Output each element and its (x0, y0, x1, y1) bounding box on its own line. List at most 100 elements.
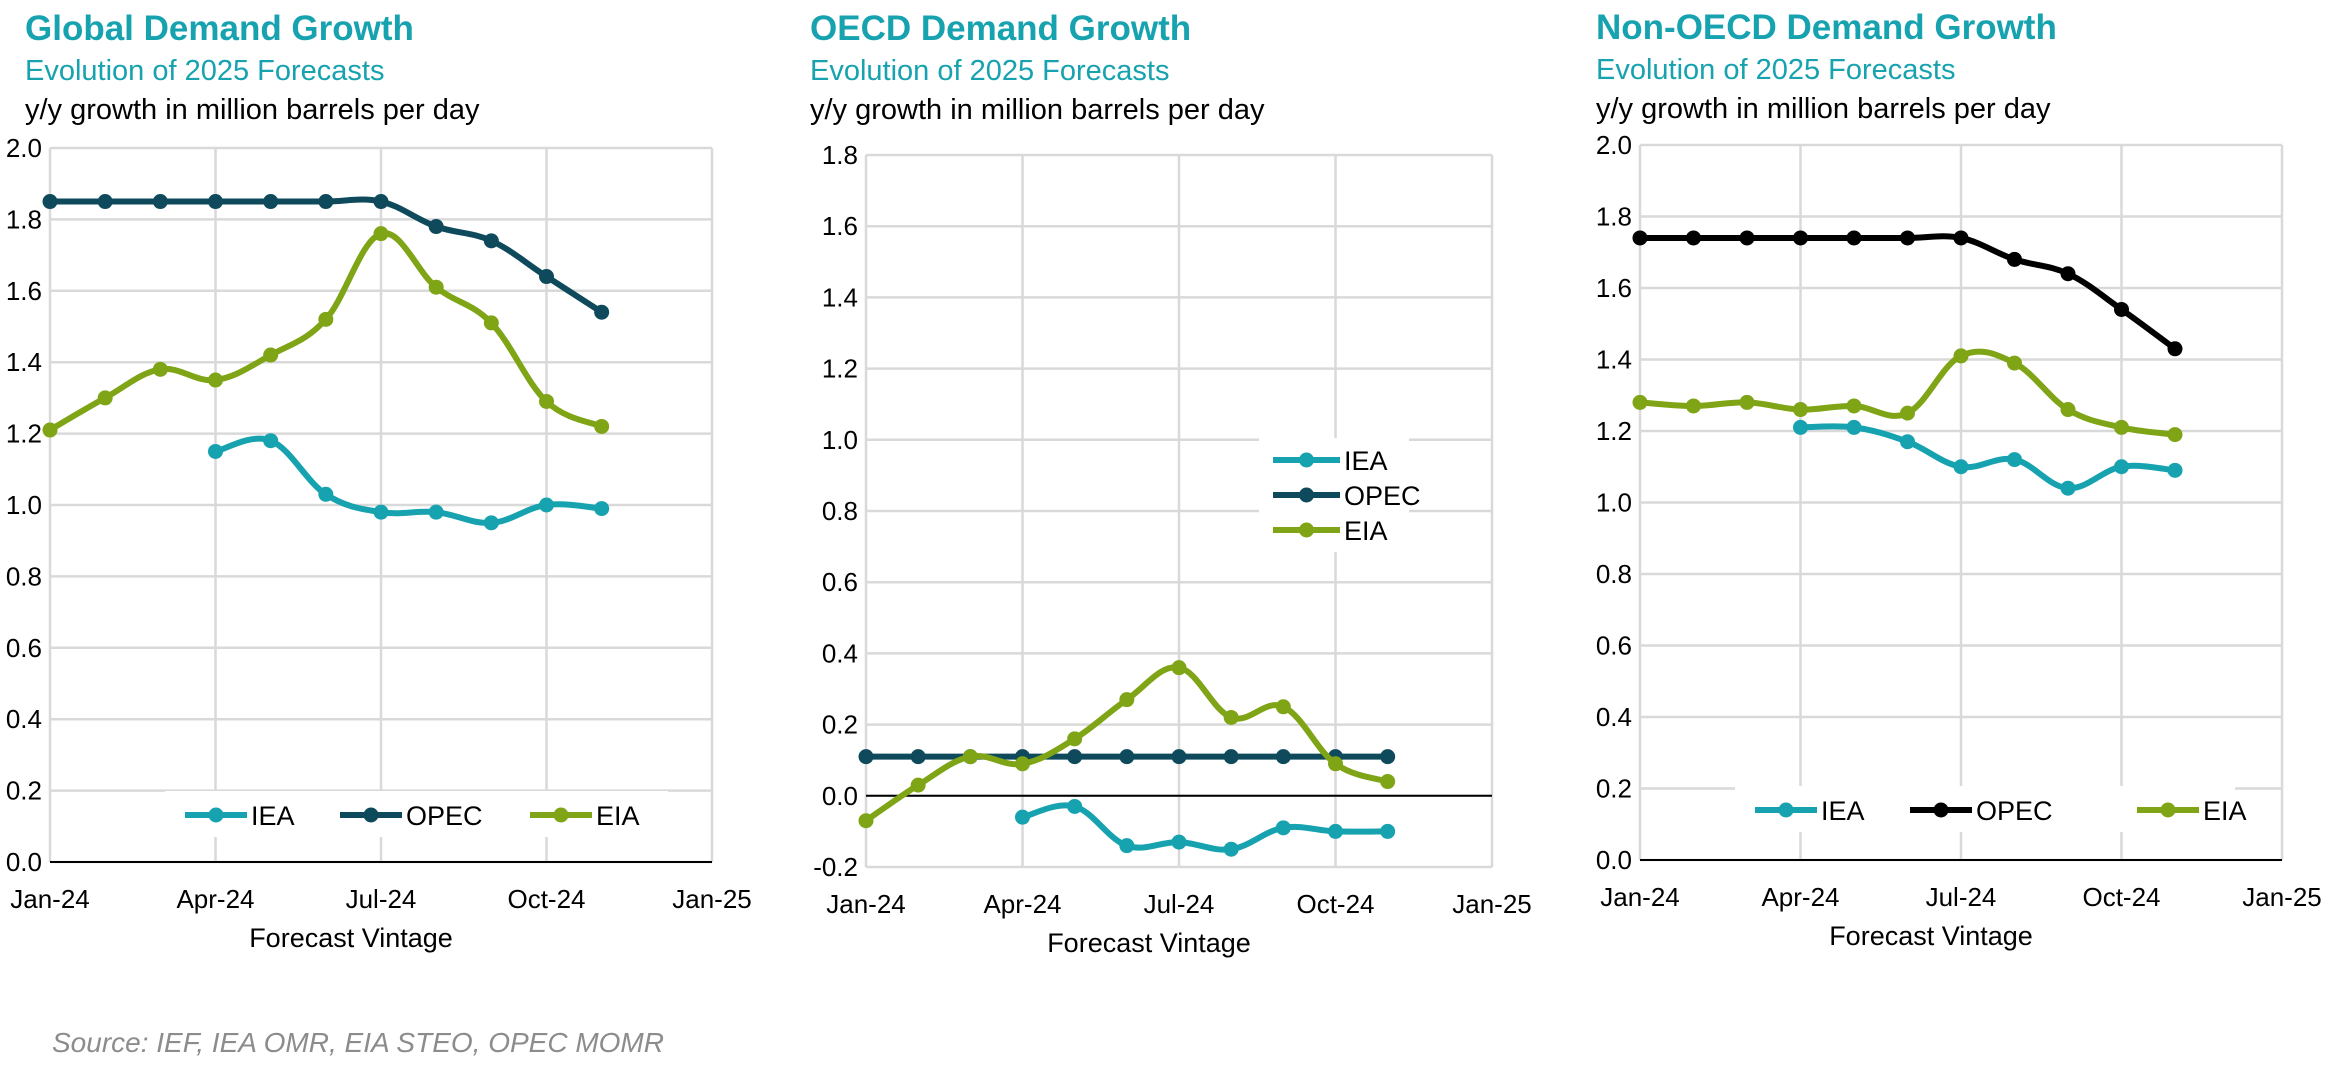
legend-marker (363, 807, 379, 823)
y-tick-label: 1.8 (1596, 202, 1632, 232)
data-point-eia (1739, 394, 1755, 410)
series-opec (858, 749, 1396, 765)
legend-eia: EIA (1273, 516, 1388, 546)
data-point-opec (2167, 341, 2183, 357)
data-point-iea (1953, 459, 1969, 475)
x-tick-label: Jul-24 (346, 884, 417, 914)
legend-label: IEA (1344, 446, 1388, 476)
x-axis-label: Forecast Vintage (1829, 921, 2033, 951)
data-point-iea (2007, 452, 2022, 468)
data-point-opec (152, 194, 168, 210)
data-point-eia (373, 226, 389, 242)
data-point-eia (1900, 405, 1915, 421)
data-point-iea (1223, 841, 1239, 857)
data-point-eia (1793, 402, 1808, 418)
data-point-opec (594, 304, 610, 320)
y-tick-label: 0.2 (822, 710, 858, 740)
data-point-eia (318, 311, 334, 327)
x-tick-label: Apr-24 (1761, 882, 1839, 912)
data-point-opec (910, 749, 926, 765)
y-tick-label: 0.4 (822, 638, 858, 668)
data-point-iea (373, 504, 389, 520)
data-point-opec (97, 194, 113, 210)
series-line-eia (863, 664, 1391, 824)
data-point-opec (1953, 230, 1969, 246)
y-tick-label: 0.8 (822, 496, 858, 526)
data-point-eia (1119, 692, 1135, 708)
data-point-eia (1632, 394, 1648, 410)
y-tick-label: 1.4 (1596, 345, 1632, 375)
y-tick-label: 0.2 (6, 776, 42, 806)
data-point-iea (539, 497, 554, 513)
y-tick-label: 0.6 (6, 633, 42, 663)
data-point-eia (2167, 427, 2183, 443)
series-iea (208, 433, 610, 531)
data-point-opec (208, 194, 223, 210)
x-tick-label: Oct-24 (507, 884, 585, 914)
data-point-opec (263, 194, 279, 210)
x-tick-label: Jan-25 (1452, 889, 1532, 919)
legend-label: EIA (1344, 516, 1388, 546)
data-point-opec (373, 194, 389, 210)
data-point-opec (1900, 230, 1915, 246)
data-point-eia (1328, 756, 1343, 772)
source-note: Source: IEF, IEA OMR, EIA STEO, OPEC MOM… (52, 1027, 664, 1058)
x-tick-label: Jan-24 (1600, 882, 1680, 912)
data-point-eia (2060, 402, 2076, 418)
data-point-iea (1900, 434, 1915, 450)
chart-panel-3: Non-OECD Demand Growth Evolution of 2025 … (1596, 8, 2322, 951)
data-point-eia (2007, 355, 2022, 371)
data-point-opec (1119, 749, 1135, 765)
data-point-eia (2114, 419, 2129, 435)
legend-label: OPEC (406, 801, 483, 831)
legend-marker (208, 807, 224, 823)
y-tick-label: 0.8 (1596, 559, 1632, 589)
x-tick-label: Oct-24 (1296, 889, 1374, 919)
data-point-opec (42, 194, 58, 210)
y-tick-label: 0.4 (6, 704, 42, 734)
data-point-iea (318, 486, 334, 502)
y-tick-label: 0.0 (1596, 845, 1632, 875)
x-tick-label: Jan-25 (2242, 882, 2322, 912)
chart-subtitle: Evolution of 2025 Forecasts (1596, 54, 1955, 86)
y-tick-label: 1.6 (822, 211, 858, 241)
legend-opec: OPEC (1273, 481, 1421, 511)
legend-label: IEA (1821, 796, 1865, 826)
y-tick-label: 0.0 (822, 781, 858, 811)
legend: IEA OPEC EIA (1259, 438, 1421, 552)
y-tick-label: 2.0 (1596, 130, 1632, 160)
data-point-eia (1067, 731, 1083, 747)
data-point-eia (483, 315, 499, 331)
legend-label: OPEC (1976, 796, 2053, 826)
data-point-eia (1953, 348, 1969, 364)
legend-label: OPEC (1344, 481, 1421, 511)
series-line-eia (47, 230, 605, 433)
chart-panel-1: Global Demand Growth Evolution of 2025 Fo… (6, 9, 752, 953)
y-tick-label: 1.6 (1596, 273, 1632, 303)
legend-marker (1299, 452, 1314, 468)
data-point-eia (1171, 660, 1187, 676)
legend-label: IEA (251, 801, 295, 831)
series-opec (1632, 230, 2183, 357)
chart-panel-2: OECD Demand Growth Evolution of 2025 Fore… (810, 9, 1532, 958)
y-tick-label: 0.8 (6, 561, 42, 591)
x-tick-label: Jul-24 (1926, 882, 1997, 912)
series-eia (1632, 348, 2183, 443)
series-opec (42, 194, 610, 320)
data-point-eia (1223, 709, 1239, 725)
unit-label: y/y growth in million barrels per day (810, 94, 1265, 126)
y-tick-label: 1.2 (6, 419, 42, 449)
y-tick-label: 1.8 (822, 140, 858, 170)
data-point-eia (1380, 774, 1396, 790)
x-tick-label: Jan-24 (10, 884, 90, 914)
legend-label: EIA (2203, 796, 2247, 826)
unit-label: y/y growth in million barrels per day (1596, 93, 2051, 125)
data-point-iea (2167, 462, 2183, 478)
y-tick-label: 2.0 (6, 133, 42, 163)
legend-marker (1778, 802, 1794, 818)
y-tick-label: 1.2 (822, 354, 858, 384)
data-point-iea (2060, 480, 2076, 496)
y-tick-label: 0.4 (1596, 702, 1632, 732)
data-point-eia (910, 777, 926, 793)
